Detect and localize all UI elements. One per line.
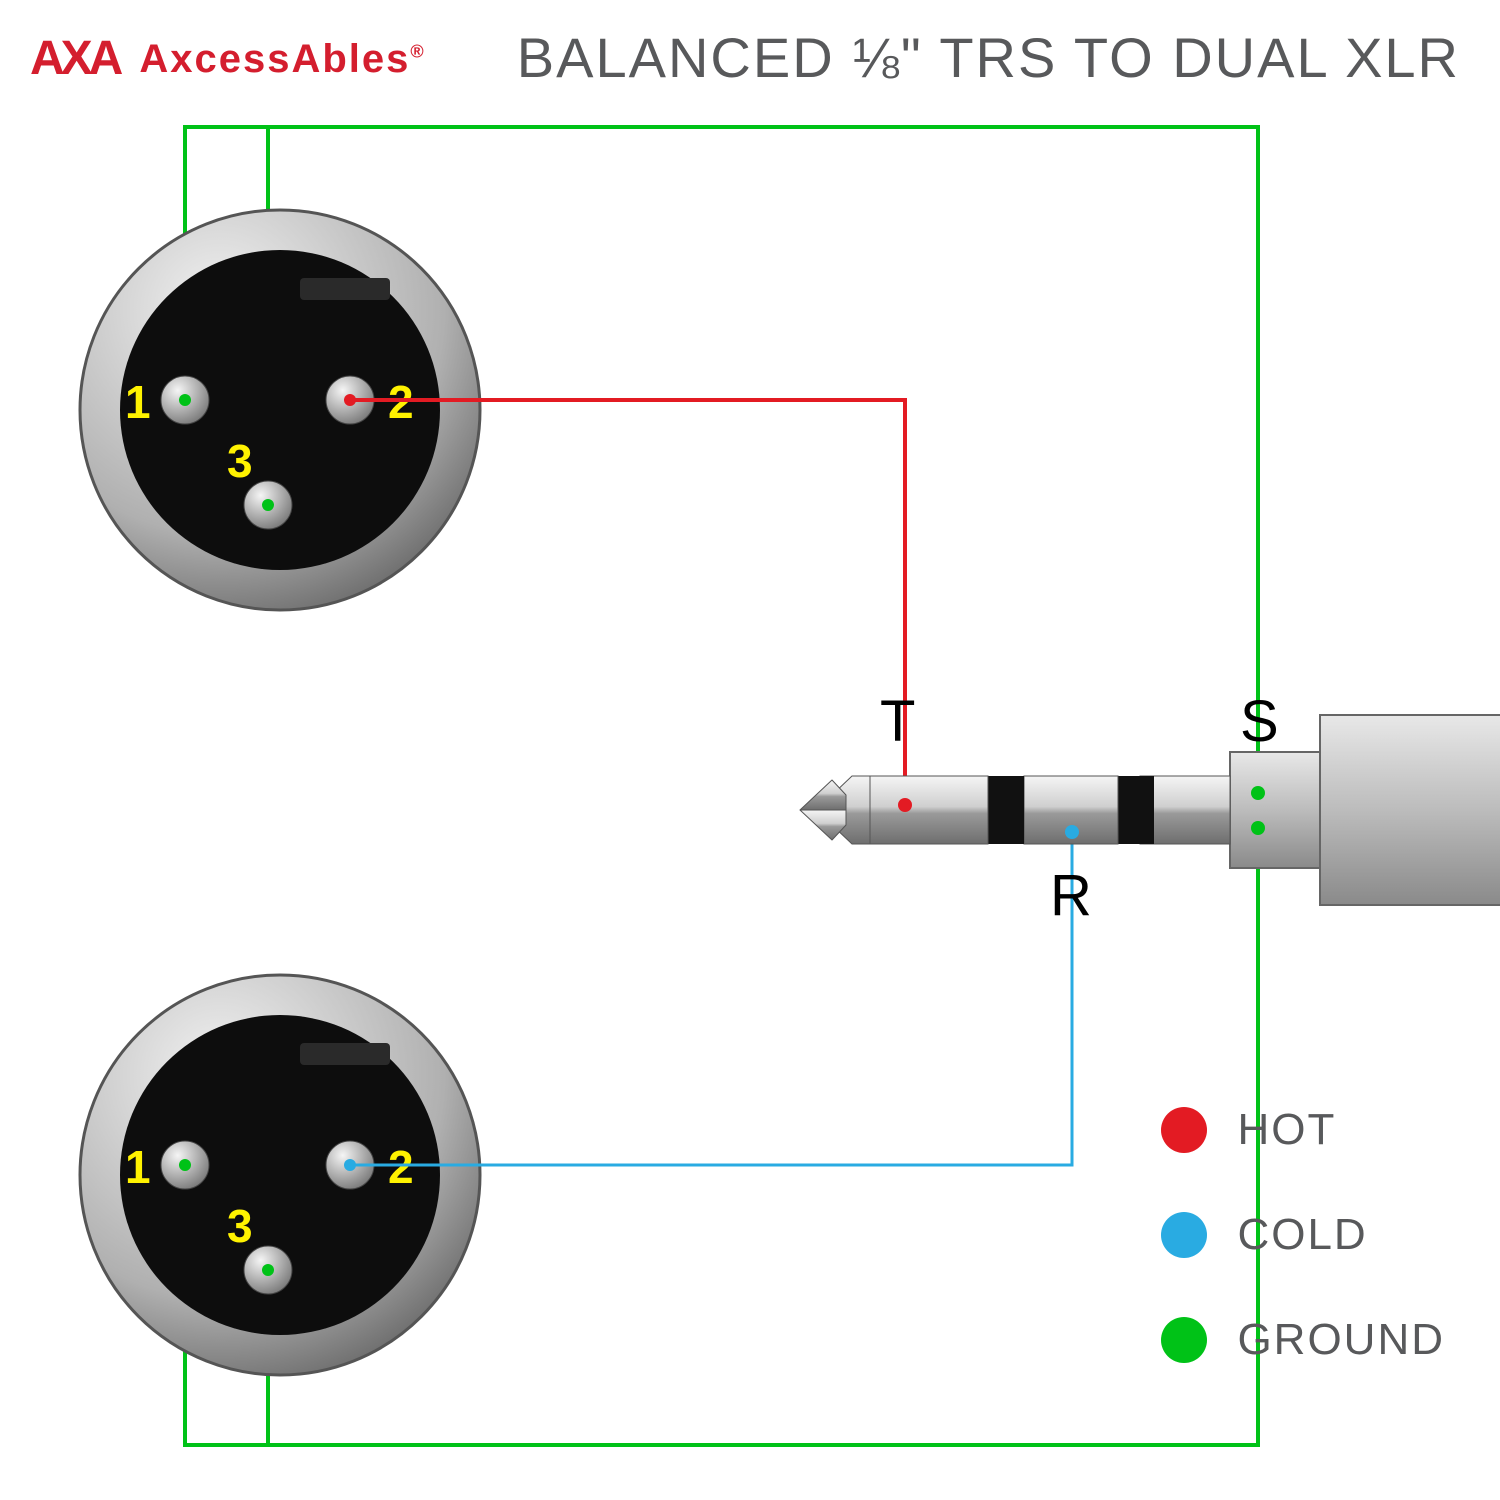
trs-label-sleeve: S [1240, 688, 1279, 755]
legend-item-cold: COLD [1161, 1210, 1445, 1260]
legend-dot-cold [1161, 1212, 1207, 1258]
legend-label-cold: COLD [1237, 1210, 1367, 1260]
legend-dot-ground [1161, 1317, 1207, 1363]
xlr-connector-bottom: 1 2 3 [80, 975, 480, 1375]
legend-item-ground: GROUND [1161, 1315, 1445, 1365]
legend-item-hot: HOT [1161, 1105, 1445, 1155]
svg-text:1: 1 [125, 376, 151, 428]
svg-text:3: 3 [227, 435, 253, 487]
legend-label-hot: HOT [1237, 1105, 1336, 1155]
legend: HOT COLD GROUND [1161, 1105, 1445, 1365]
svg-text:1: 1 [125, 1141, 151, 1193]
trs-label-ring: R [1050, 862, 1092, 929]
xlr-connector-top: 1 2 3 [80, 210, 480, 610]
trs-label-tip: T [880, 688, 915, 755]
svg-text:3: 3 [227, 1200, 253, 1252]
legend-label-ground: GROUND [1237, 1315, 1445, 1365]
svg-text:2: 2 [388, 1141, 414, 1193]
legend-dot-hot [1161, 1107, 1207, 1153]
